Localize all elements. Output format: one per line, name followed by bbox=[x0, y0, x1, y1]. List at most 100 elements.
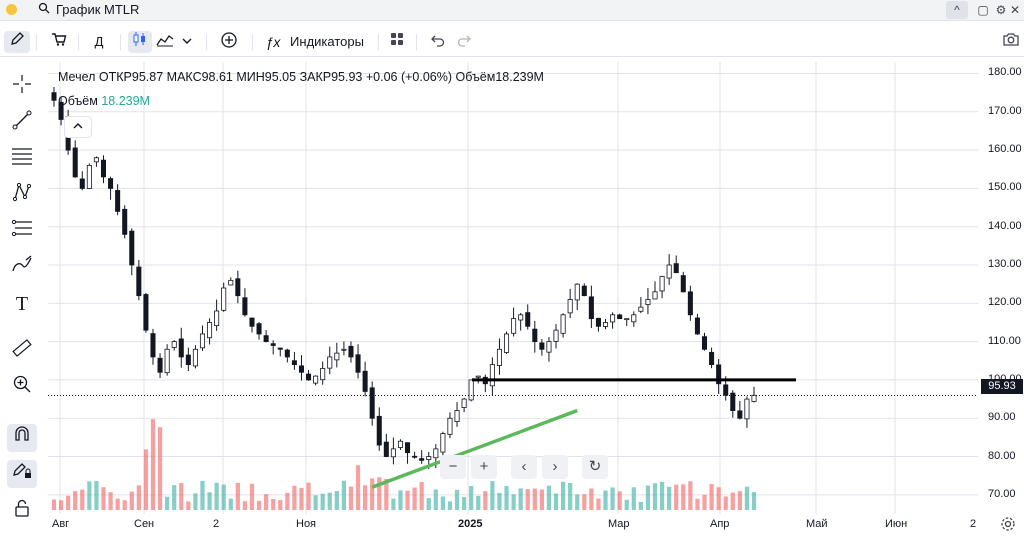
volume-bar bbox=[532, 488, 537, 510]
lock-drawing-icon[interactable] bbox=[7, 460, 37, 488]
candle-body bbox=[666, 264, 672, 279]
price-tick-label: 110.00 bbox=[988, 334, 1021, 347]
cart-icon[interactable] bbox=[46, 31, 72, 53]
axis-settings-gear-icon[interactable] bbox=[1000, 516, 1016, 536]
zoom-in-icon[interactable] bbox=[7, 374, 37, 402]
horizontal-lines-icon[interactable] bbox=[7, 146, 37, 174]
volume-bar bbox=[193, 493, 198, 510]
volume-bar bbox=[115, 498, 120, 510]
volume-bar bbox=[433, 489, 438, 510]
candle-body bbox=[51, 92, 57, 101]
ruler-icon[interactable] bbox=[7, 338, 37, 366]
volume-bar bbox=[228, 498, 233, 510]
candle-body bbox=[143, 294, 149, 331]
price-axis[interactable]: 180.00 170.00 160.00 150.00 140.00 130.00 120.… bbox=[978, 62, 1024, 514]
redo-icon[interactable] bbox=[454, 31, 476, 53]
volume-bar bbox=[186, 501, 191, 510]
volume-bar bbox=[235, 482, 240, 510]
volume-bar bbox=[681, 484, 686, 510]
time-tick-label: Мар bbox=[608, 518, 630, 530]
chevron-up-icon[interactable] bbox=[64, 116, 92, 138]
volume-bar bbox=[575, 494, 580, 510]
volume-legend: Объём 18.239M bbox=[58, 94, 150, 108]
magnifier-icon[interactable] bbox=[38, 2, 50, 17]
brush-icon[interactable] bbox=[7, 254, 37, 282]
volume-bar bbox=[638, 501, 643, 510]
price-tick-label: 140.00 bbox=[988, 219, 1022, 232]
collapse-window-button[interactable]: ^ bbox=[946, 1, 968, 19]
magnet-icon[interactable] bbox=[7, 424, 37, 452]
volume-bar bbox=[412, 487, 417, 510]
candle-body bbox=[475, 375, 481, 378]
text-tool-icon[interactable]: T bbox=[15, 293, 29, 315]
candles-icon[interactable] bbox=[128, 31, 152, 53]
candle-body bbox=[355, 354, 361, 373]
fib-levels-icon[interactable] bbox=[7, 218, 37, 246]
price-chart[interactable] bbox=[48, 62, 978, 514]
volume-bar bbox=[511, 494, 516, 510]
lock-icon[interactable] bbox=[7, 498, 37, 526]
crosshair-icon[interactable] bbox=[7, 74, 37, 102]
candle-body bbox=[235, 278, 241, 297]
candle-body bbox=[588, 296, 594, 320]
volume-bar bbox=[737, 491, 742, 510]
candle-body bbox=[624, 318, 630, 321]
volume-bar bbox=[94, 480, 99, 510]
maximize-button[interactable]: ▢ bbox=[977, 3, 989, 17]
add-compare-icon[interactable] bbox=[216, 31, 242, 53]
volume-bar bbox=[461, 497, 467, 510]
candle-body bbox=[214, 310, 220, 327]
volume-bar bbox=[58, 500, 64, 510]
volume-bar bbox=[264, 494, 269, 510]
indicators-button[interactable]: Индикаторы bbox=[290, 34, 364, 49]
time-tick-label: 2 bbox=[213, 518, 220, 530]
candle-body bbox=[631, 314, 637, 323]
layouts-grid-icon[interactable] bbox=[386, 31, 408, 53]
close-window-button[interactable]: ✕ bbox=[1009, 3, 1021, 17]
interval-button[interactable]: Д bbox=[94, 34, 104, 49]
time-tick-label: 2 bbox=[970, 518, 977, 530]
chart-pane[interactable] bbox=[48, 62, 978, 514]
volume-bar bbox=[306, 482, 311, 510]
volume-bar bbox=[518, 488, 523, 510]
volume-bar bbox=[80, 489, 85, 510]
close-label: ЗАКР bbox=[299, 70, 332, 84]
volume-legend-value: 18.239M bbox=[101, 94, 150, 108]
chevron-down-icon[interactable] bbox=[178, 31, 196, 53]
zoom-in-button[interactable]: + bbox=[471, 455, 497, 479]
candle-body bbox=[744, 398, 750, 420]
pencil-icon[interactable] bbox=[4, 31, 30, 53]
volume-bar bbox=[568, 482, 573, 510]
candle-body bbox=[306, 373, 312, 381]
scroll-right-button[interactable]: › bbox=[542, 455, 568, 479]
pattern-icon[interactable] bbox=[7, 182, 37, 210]
candle-body bbox=[433, 448, 439, 459]
volume-bar bbox=[313, 495, 318, 510]
zoom-out-button[interactable]: − bbox=[440, 455, 466, 479]
candle-body bbox=[447, 417, 453, 435]
fx-icon[interactable]: ƒx bbox=[265, 34, 281, 50]
undo-icon[interactable] bbox=[426, 31, 448, 53]
candle-body bbox=[496, 348, 502, 366]
time-axis[interactable]: Авг Сен 2 Ноя 2025 Мар Апр Май Июн 2 bbox=[48, 514, 978, 535]
candle-body bbox=[348, 345, 354, 358]
drawing-toolbar: T bbox=[0, 62, 46, 535]
candle-body bbox=[86, 165, 92, 189]
volume-bar bbox=[150, 419, 156, 510]
volume-bar bbox=[377, 477, 382, 510]
candle-body bbox=[397, 440, 403, 448]
candle-body bbox=[256, 323, 262, 335]
volume-bar bbox=[143, 449, 149, 510]
area-chart-icon[interactable] bbox=[154, 31, 176, 53]
scroll-left-button[interactable]: ‹ bbox=[511, 455, 537, 479]
settings-gear-icon[interactable]: ⚙ bbox=[995, 3, 1007, 17]
trend-line-icon[interactable] bbox=[7, 110, 37, 138]
volume-bar bbox=[426, 498, 431, 510]
camera-icon[interactable] bbox=[1000, 31, 1022, 53]
candle-body bbox=[129, 230, 135, 266]
volume-bar bbox=[51, 499, 57, 510]
window-title: График MTLR bbox=[56, 2, 140, 17]
volume-bar bbox=[207, 492, 212, 510]
candle-body bbox=[122, 208, 128, 235]
reset-chart-button[interactable]: ↻ bbox=[582, 455, 608, 479]
